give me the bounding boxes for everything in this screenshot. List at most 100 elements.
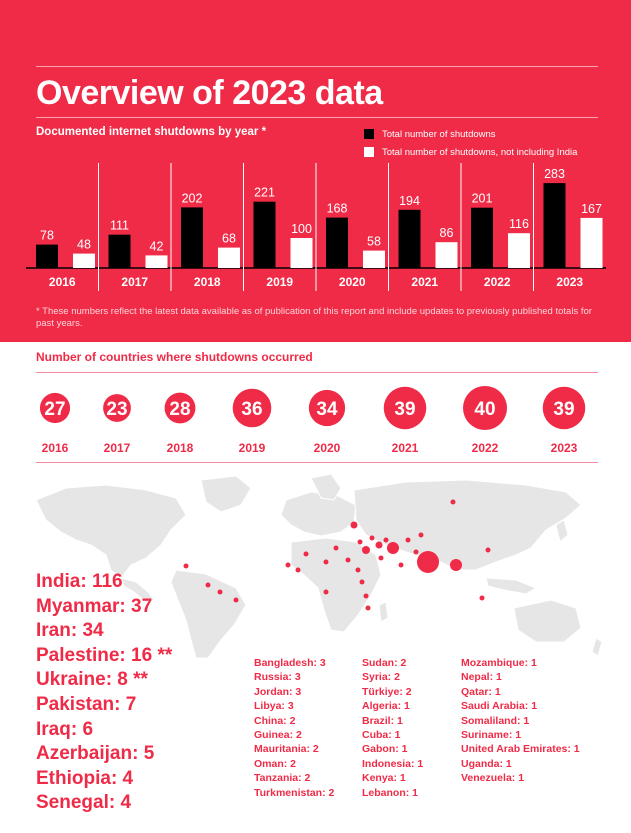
countries-bubble-svg: 27 2016 23 2017 28 2018 36 2019 34 2020 39 2021 40 20… <box>39 386 586 455</box>
bar-total <box>36 244 58 268</box>
country-column-2: Sudan: 2 Syria: 2 Türkiye: 2 Algeria: 1 … <box>362 656 423 800</box>
bar-value-label: 283 <box>544 167 565 181</box>
country-item: Syria: 2 <box>362 671 400 684</box>
legend-label-excluding-india: Total number of shutdowns, not including… <box>382 146 578 158</box>
map-dot <box>365 605 371 611</box>
map-dot <box>485 547 491 553</box>
country-count-value: 34 <box>316 399 338 420</box>
legend-label-total: Total number of shutdowns <box>382 128 496 140</box>
bar-chart: 78 48 2016 111 42 2017 202 68 2018 221 100 2019 168 5… <box>26 163 606 293</box>
bar-excluding-india <box>218 247 240 268</box>
map-dot <box>450 499 456 505</box>
bar-x-tick-label: 2017 <box>121 275 148 289</box>
map-dot <box>418 532 424 538</box>
map-dot <box>295 567 301 573</box>
map-north-america <box>35 484 187 579</box>
map-dot <box>405 537 411 543</box>
map-dot <box>362 546 370 554</box>
map-dot <box>359 579 365 585</box>
map-dot <box>350 521 358 529</box>
country-item: Guinea: 2 <box>254 729 302 742</box>
map-dot <box>355 567 361 573</box>
country-count-year: 2023 <box>551 441 578 455</box>
top-country-item: Senegal: 4 <box>36 792 132 814</box>
country-count-value: 28 <box>169 399 190 420</box>
bar-excluding-india <box>435 242 458 268</box>
bar-value-label: 58 <box>367 235 381 249</box>
country-count-value: 39 <box>553 399 574 420</box>
map-south-america <box>170 569 247 659</box>
map-dot <box>383 537 389 543</box>
bar-value-label: 116 <box>509 217 529 231</box>
top-country-item: Azerbaijan: 5 <box>36 743 155 765</box>
country-count-bubble <box>542 386 586 430</box>
country-count-year: 2022 <box>472 441 499 455</box>
map-dot <box>398 562 404 568</box>
world-map-svg <box>35 473 603 659</box>
country-item: Algeria: 1 <box>362 700 410 713</box>
bar-value-label: 68 <box>222 232 236 246</box>
bar-x-tick-label: 2016 <box>49 275 76 289</box>
top-country-item: Myanmar: 37 <box>36 595 153 617</box>
top-country-item: India: 116 <box>36 571 123 592</box>
bar-value-label: 100 <box>291 222 312 236</box>
bar-excluding-india <box>508 233 530 268</box>
bar-x-tick-label: 2023 <box>556 275 583 289</box>
country-item: Cuba: 1 <box>362 729 401 742</box>
page-title: Overview of 2023 data <box>36 74 383 112</box>
bar-total <box>543 183 566 268</box>
map-southeast-asia <box>485 577 538 595</box>
map-dot <box>450 559 462 571</box>
map-dot <box>378 555 384 561</box>
countries-section-rule <box>36 372 598 373</box>
bar-value-label: 86 <box>440 226 454 240</box>
country-item: Qatar: 1 <box>461 685 501 698</box>
top-countries-list: India: 116 Myanmar: 37 Iran: 34 Palestin… <box>36 570 172 816</box>
bar-x-tick-label: 2021 <box>411 275 438 289</box>
map-dot <box>357 539 363 545</box>
country-count-value: 40 <box>474 399 495 420</box>
country-count-year: 2021 <box>392 441 419 455</box>
bar-total <box>398 209 421 268</box>
top-country-item: Iran: 34 <box>36 620 104 642</box>
map-dot <box>417 551 439 573</box>
country-count-value: 39 <box>394 399 415 420</box>
bar-total <box>181 207 203 268</box>
map-australia <box>513 599 582 643</box>
country-item: Russia: 3 <box>254 671 301 684</box>
country-item: United Arab Emirates: 1 <box>461 743 580 756</box>
map-europe <box>280 491 357 537</box>
map-new-zealand <box>591 637 603 657</box>
country-item: Uganda: 1 <box>461 757 512 770</box>
map-dot <box>217 589 223 595</box>
country-item: Suriname: 1 <box>461 729 522 742</box>
country-item: Gabon: 1 <box>362 743 408 756</box>
bar-value-label: 221 <box>254 186 275 200</box>
map-dot <box>205 582 211 588</box>
country-item: Saudi Arabia: 1 <box>461 700 538 713</box>
bar-value-label: 167 <box>581 202 602 216</box>
country-item: Sudan: 2 <box>362 657 407 669</box>
bar-x-tick-label: 2022 <box>484 275 511 289</box>
bar-excluding-india <box>580 217 603 268</box>
country-count-bubble <box>103 394 131 422</box>
country-item: China: 2 <box>254 714 296 727</box>
bar-value-label: 78 <box>40 229 54 243</box>
country-item: Tanzania: 2 <box>254 772 311 785</box>
bar-chart-title: Documented internet shutdowns by year * <box>36 126 267 138</box>
country-count-bubble <box>308 389 346 427</box>
country-item: Brazil: 1 <box>362 714 403 727</box>
map-dot <box>303 551 309 557</box>
country-item: Libya: 3 <box>254 700 294 713</box>
country-item: Indonesia: 1 <box>362 757 424 770</box>
country-count-bubble <box>232 388 272 428</box>
top-country-item: Palestine: 16 ** <box>36 644 173 666</box>
map-dot <box>323 559 329 565</box>
bar-excluding-india <box>363 250 385 268</box>
bar-value-label: 168 <box>327 202 348 216</box>
country-count-year: 2019 <box>239 441 266 455</box>
top-country-item: Iraq: 6 <box>36 718 94 740</box>
country-count-year: 2016 <box>42 441 69 455</box>
country-item: Venezuela: 1 <box>461 772 525 785</box>
country-count-bubble <box>164 392 196 424</box>
